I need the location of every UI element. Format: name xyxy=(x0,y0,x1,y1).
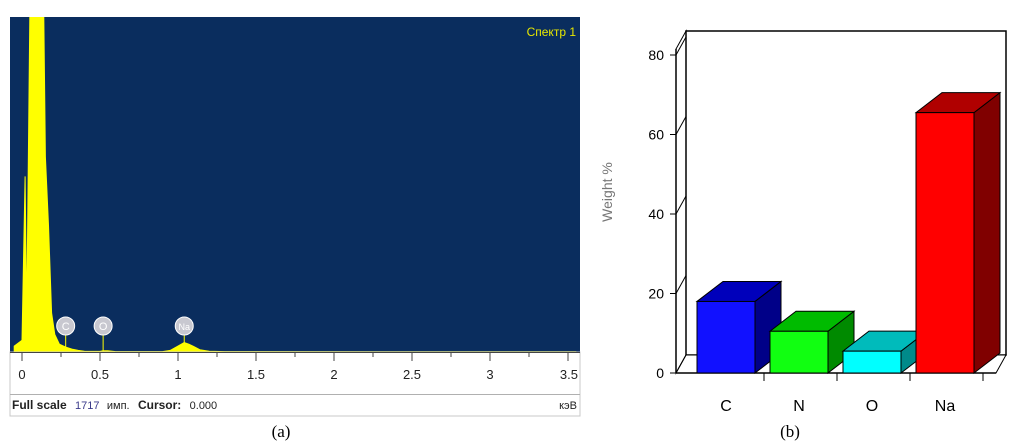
spectrum-tag: Спектр 1 xyxy=(527,25,577,39)
y-axis-title: Weight % xyxy=(599,162,615,222)
caption-b: (b) xyxy=(780,422,800,441)
bar-front xyxy=(915,112,975,374)
y-tick-diagonal xyxy=(675,275,687,294)
spectrum-footer: Full scale 1717 имп. Cursor: 0.000 xyxy=(12,398,217,412)
y-tick-label: 20 xyxy=(648,286,664,302)
x-tick-label: 2.5 xyxy=(403,367,421,382)
bar-o xyxy=(841,330,929,375)
spectrum-trace xyxy=(13,17,577,352)
y-tick-label: 80 xyxy=(648,47,664,63)
category-label: C xyxy=(720,398,732,415)
y-tick-diagonal xyxy=(675,354,687,374)
y-tick-label: 40 xyxy=(648,206,664,222)
y-tick-diagonal xyxy=(675,116,687,135)
x-tick-label: 3.5 xyxy=(560,367,578,382)
y-tick-label: 60 xyxy=(648,127,664,143)
full-scale-unit: имп. xyxy=(107,400,130,412)
y-tick-diagonal xyxy=(675,195,687,215)
peak-label: O xyxy=(99,321,108,333)
x-tick-label: 2 xyxy=(330,367,337,382)
peak-marker xyxy=(56,316,76,336)
caption-a: (a) xyxy=(272,422,291,441)
x-tick-label: 3 xyxy=(486,367,493,382)
y-tick-diagonal xyxy=(675,36,687,56)
x-tick-label: 1.5 xyxy=(247,367,265,382)
peak-marker xyxy=(93,316,113,336)
spectrum-panel: C O Na Спектр 1 0 0.5 1 1.5 2 2.5 3 3.5 Full scal… xyxy=(9,17,581,417)
peak-markers: C O Na xyxy=(56,316,194,352)
full-scale-label: Full scale xyxy=(12,398,67,412)
full-scale-count: 1717 xyxy=(75,400,99,412)
back-wall-left xyxy=(675,29,687,375)
bar-front xyxy=(696,300,756,374)
x-tick-label: 0.5 xyxy=(91,367,109,382)
x-tick-label: 0 xyxy=(18,367,25,382)
y-tick-label: 0 xyxy=(656,365,664,381)
peak-marker xyxy=(174,316,194,336)
energy-unit: кэВ xyxy=(559,400,577,412)
category-label: O xyxy=(866,398,878,415)
bar-front xyxy=(769,330,829,374)
bar-front xyxy=(842,350,902,374)
cursor-value: 0.000 xyxy=(190,400,218,412)
category-label: Na xyxy=(935,398,956,415)
peak-label: C xyxy=(62,321,70,333)
weight-bar-chart: 0 20 40 60 80 C N O Na Weight % xyxy=(599,29,1007,415)
bar-side xyxy=(973,91,1001,375)
category-label: N xyxy=(793,398,805,415)
cursor-label: Cursor: xyxy=(138,398,181,412)
bars: C N O Na xyxy=(695,91,1002,415)
spectrum-plot-area xyxy=(10,17,580,352)
peak-label: Na xyxy=(178,322,190,332)
spectrum-area xyxy=(13,17,577,352)
bar-na xyxy=(914,91,1002,375)
spectrum-x-ticks: 0 0.5 1 1.5 2 2.5 3 3.5 xyxy=(18,352,578,382)
x-tick-label: 1 xyxy=(174,367,181,382)
bar-c xyxy=(695,280,783,375)
